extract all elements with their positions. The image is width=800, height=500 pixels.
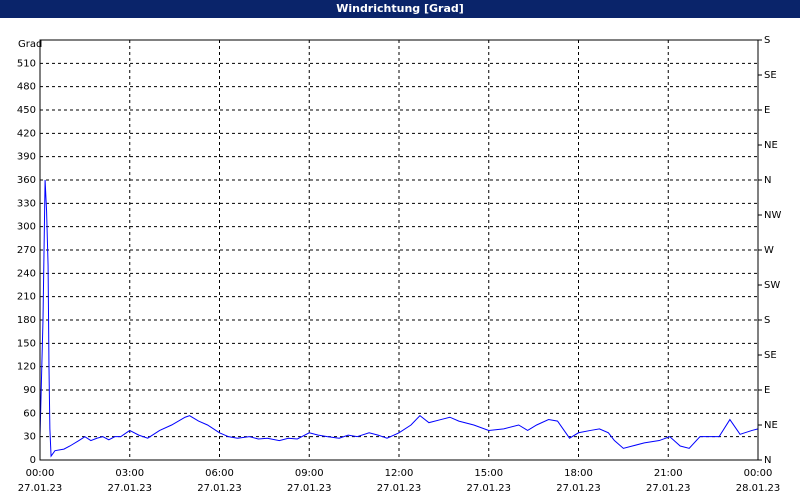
x-tick-label: 03:00 <box>115 468 144 479</box>
y2-tick-label: SW <box>764 280 780 291</box>
y-tick-label: 300 <box>17 222 36 233</box>
x-tick-date: 27.01.23 <box>107 483 152 494</box>
x-tick-label: 12:00 <box>385 468 414 479</box>
y2-tick-label: NE <box>764 420 778 431</box>
y2-tick-label: E <box>764 105 770 116</box>
title-bar <box>0 0 800 18</box>
y-tick-label: 480 <box>17 82 36 93</box>
y-tick-label: 120 <box>17 362 36 373</box>
y-tick-label: 330 <box>17 198 36 209</box>
x-tick-label: 18:00 <box>564 468 593 479</box>
y-tick-label: 60 <box>23 408 36 419</box>
y2-tick-label: SE <box>764 350 777 361</box>
y-tick-label: 240 <box>17 268 36 279</box>
y2-tick-label: W <box>764 245 774 256</box>
x-tick-date: 27.01.23 <box>646 483 691 494</box>
y2-tick-label: NE <box>764 140 778 151</box>
y2-tick-label: N <box>764 455 771 466</box>
y2-tick-label: S <box>764 315 770 326</box>
y-tick-label: 510 <box>17 58 36 69</box>
x-tick-date: 27.01.23 <box>466 483 511 494</box>
y2-tick-label: E <box>764 385 770 396</box>
y2-tick-label: NW <box>764 210 781 221</box>
y-tick-label: 390 <box>17 152 36 163</box>
y2-tick-label: S <box>764 35 770 46</box>
x-tick-label: 21:00 <box>654 468 683 479</box>
y-tick-label: 450 <box>17 105 36 116</box>
x-tick-date: 28.01.23 <box>736 483 781 494</box>
x-tick-date: 27.01.23 <box>197 483 242 494</box>
y-tick-label: 420 <box>17 128 36 139</box>
x-tick-date: 27.01.23 <box>556 483 601 494</box>
x-tick-label: 00:00 <box>26 468 55 479</box>
x-tick-label: 09:00 <box>295 468 324 479</box>
y2-tick-label: SE <box>764 70 777 81</box>
x-tick-label: 00:00 <box>744 468 773 479</box>
y-tick-label: 0 <box>30 455 36 466</box>
x-tick-label: 06:00 <box>205 468 234 479</box>
x-tick-date: 27.01.23 <box>18 483 63 494</box>
y2-tick-label: N <box>764 175 771 186</box>
x-tick-date: 27.01.23 <box>377 483 422 494</box>
y-tick-label: 180 <box>17 315 36 326</box>
y-tick-label: 210 <box>17 292 36 303</box>
chart-title: Windrichtung [Grad] <box>336 2 464 15</box>
y-tick-label: 90 <box>23 385 36 396</box>
data-line <box>39 179 759 458</box>
x-tick-label: 15:00 <box>474 468 503 479</box>
x-tick-date: 27.01.23 <box>287 483 332 494</box>
y-tick-label: 30 <box>23 432 36 443</box>
y-tick-label: 270 <box>17 245 36 256</box>
y-tick-label: 150 <box>17 338 36 349</box>
y-tick-label: 360 <box>17 175 36 186</box>
y-axis-label: Grad <box>18 39 42 50</box>
